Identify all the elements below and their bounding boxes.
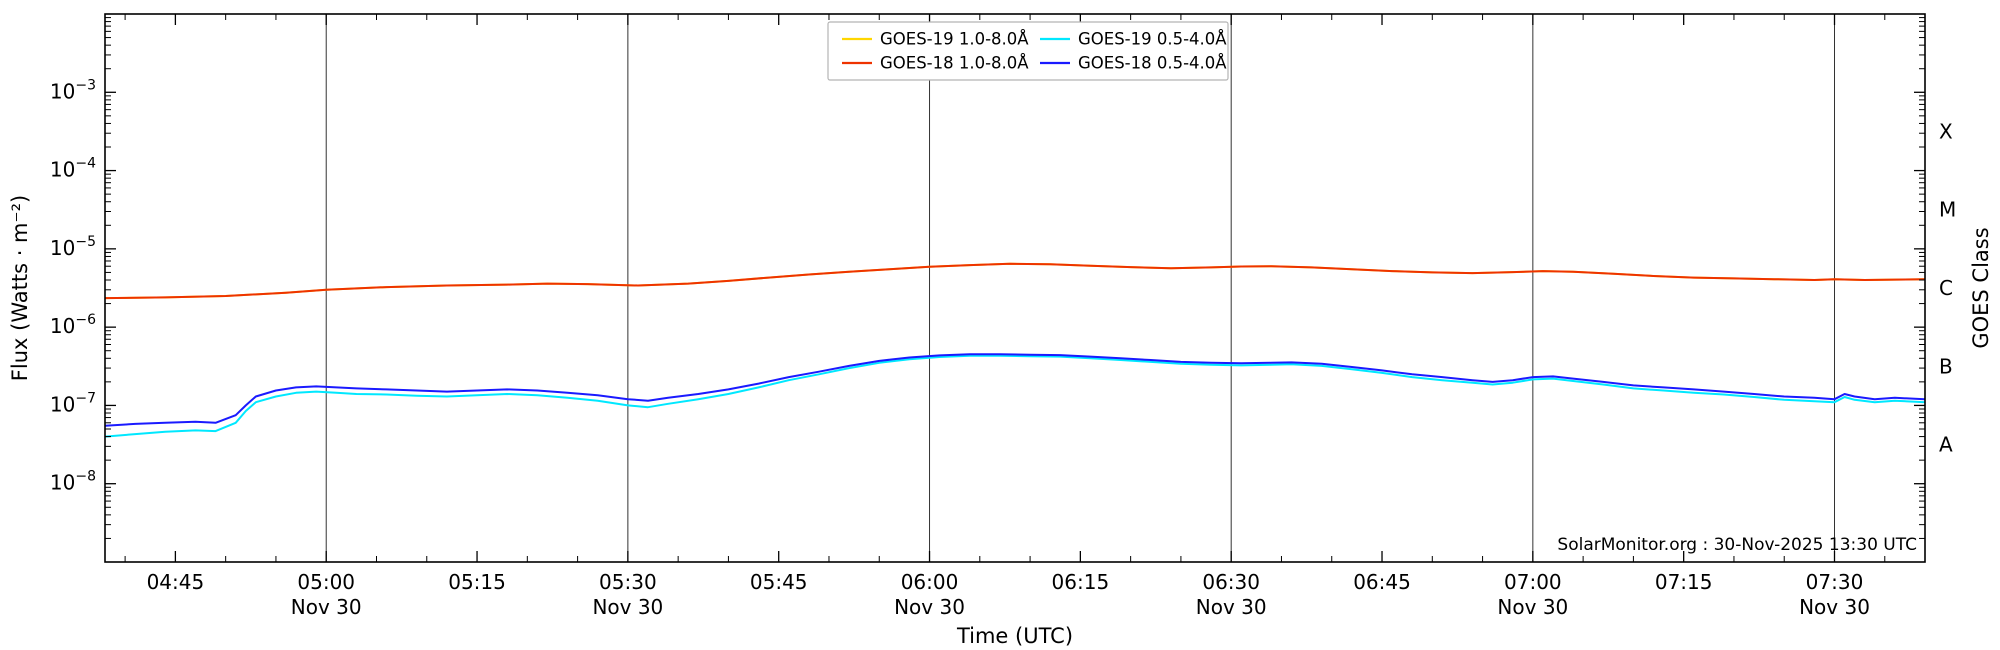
x-tick-label: 06:30	[1202, 570, 1260, 594]
y-tick-label: 10−3	[50, 77, 96, 103]
series-line-0	[105, 262, 1925, 300]
x-tick-label: 05:15	[448, 570, 506, 594]
right-axis-title: GOES Class	[1969, 227, 1993, 348]
x-tick-label: 07:00	[1504, 570, 1562, 594]
goes-class-letters-group: A B C M X	[1939, 119, 1956, 456]
series-line-3	[105, 353, 1925, 427]
x-tick-label: 05:00	[297, 570, 355, 594]
goes-class-letter: M	[1939, 198, 1956, 222]
x-axis-title: Time (UTC)	[956, 624, 1073, 648]
y-tick-label: 10−8	[50, 469, 96, 495]
x-date-label: Nov 30	[1196, 595, 1267, 619]
watermark-text: SolarMonitor.org : 30-Nov-2025 13:30 UTC	[1557, 535, 1917, 555]
x-date-label: Nov 30	[291, 595, 362, 619]
legend-label: GOES-18 1.0-8.0Å	[880, 54, 1029, 73]
ticks-group	[105, 14, 1925, 562]
series-line-1	[105, 262, 1925, 300]
x-date-label: Nov 30	[894, 595, 965, 619]
plot-border	[104, 13, 1926, 563]
x-tick-label: 04:45	[147, 570, 205, 594]
legend-label: GOES-19 0.5-4.0Å	[1078, 30, 1227, 49]
goes-class-letter: B	[1939, 354, 1953, 378]
gridlines-group	[325, 14, 1836, 562]
x-tick-label: 06:00	[901, 570, 959, 594]
x-tick-label: 05:30	[599, 570, 657, 594]
x-tick-label: 05:45	[750, 570, 808, 594]
y-tick-label: 10−5	[50, 234, 96, 260]
legend-label: GOES-19 1.0-8.0Å	[880, 30, 1029, 49]
goes-class-letter: A	[1939, 433, 1953, 457]
y-tick-label: 10−6	[50, 312, 96, 338]
series-group	[105, 262, 1925, 438]
x-tick-label: 06:15	[1052, 570, 1110, 594]
x-date-label: Nov 30	[592, 595, 663, 619]
y-axis-title: Flux (Watts · m⁻²)	[8, 195, 32, 381]
legend-box	[827, 21, 1229, 81]
goes-class-letter: C	[1939, 276, 1953, 300]
y-tick-label: 10−4	[50, 156, 96, 182]
legend-label: GOES-18 0.5-4.0Å	[1078, 54, 1227, 73]
x-tick-label: 06:45	[1353, 570, 1411, 594]
x-tick-label: 07:30	[1806, 570, 1864, 594]
legend: GOES-19 1.0-8.0Å GOES-18 1.0-8.0Å GOES-19 …	[827, 21, 1229, 81]
series-line-2	[105, 354, 1925, 438]
y-tick-label: 10−7	[50, 390, 96, 416]
x-date-label: Nov 30	[1497, 595, 1568, 619]
x-tick-label: 07:15	[1655, 570, 1713, 594]
x-date-label: Nov 30	[1799, 595, 1870, 619]
goes-class-letter: X	[1939, 119, 1953, 143]
